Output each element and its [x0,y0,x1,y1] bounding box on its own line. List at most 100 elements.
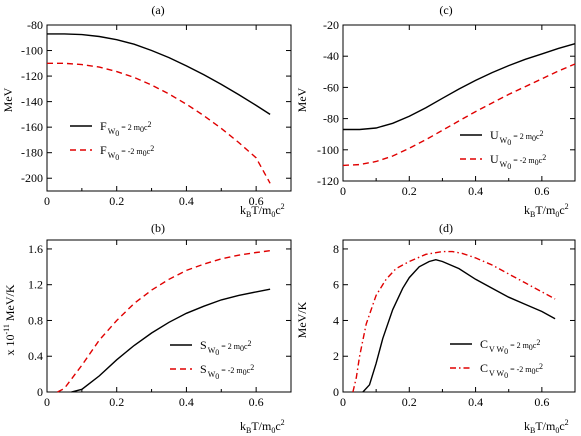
legend-pow: 2 [150,144,154,153]
legend-rest: = -2 m [119,147,143,156]
series-line-red [352,250,556,393]
xlabel-c: c [559,203,564,217]
x-tick-label: 0.4 [468,184,483,198]
series-line-black [71,288,271,393]
legend-label: CV W0 = -2 m0c2 [480,361,543,380]
plot-frame [46,239,292,393]
y-tick-label: 0 [37,385,43,399]
xlabel-b: B [530,426,535,435]
x-tick-label: 0.2 [109,194,124,208]
legend-sub: W [500,160,508,169]
legend-main: S [200,338,207,352]
xlabel-b: B [246,426,251,435]
x-tick-label: 0.6 [249,194,264,208]
legend-subsub: 0 [215,348,219,357]
y-tick-label: -160 [21,120,43,134]
y-axis-label: x 10-11 MeV/K [2,284,17,355]
x-tick-label: 0.6 [249,395,264,409]
legend-pow: 2 [542,153,546,162]
legend-c: c [539,156,543,165]
legend-m0: 0 [143,149,147,158]
y-tick-label: -100 [317,143,339,157]
legend-pow: 2 [250,363,254,372]
y-tick-label: 0.4 [28,349,43,363]
legend-m0: 0 [140,125,144,134]
legend-c: c [244,342,248,351]
x-tick-label: 0.2 [402,395,417,409]
xlabel-k: k [240,203,246,217]
ylabel-exp: -11 [2,324,11,334]
xlabel-rest: T/m [251,419,272,433]
x-tick-label: 0 [340,395,346,409]
series-line-black [47,33,271,115]
xlabel-k: k [240,419,246,433]
legend-label: FW0 = 2 m0c2 [100,119,152,138]
legend-pow: 2 [540,129,544,138]
legend-m0: 0 [243,368,247,377]
legend-label: SW0 = -2 m0c2 [200,362,254,381]
xlabel-k: k [524,203,530,217]
legend-m0: 0 [531,367,535,376]
legend-main: F [100,143,107,157]
xlabel-two: 2 [565,202,569,211]
x-axis-label: kBT/m0c2 [524,418,569,435]
legend-rest: = -2 m [511,156,535,165]
y-tick-label: 2 [333,349,339,363]
svg-text:kBT/m0c2: kBT/m0c2 [240,202,285,219]
x-tick-label: 0 [340,184,346,198]
xlabel-zero: 0 [271,210,275,219]
y-tick-label: -180 [21,146,43,160]
legend-pow: 2 [148,120,152,129]
x-tick-label: 0 [44,194,50,208]
x-axis-label: kBT/m0c2 [240,202,285,219]
legend-main: U [490,128,499,142]
legend-sub: V W [489,345,504,354]
y-tick-label: 4 [333,313,339,327]
x-tick-label: 0.2 [402,184,417,198]
legend-subsub: 0 [215,372,219,381]
y-tick-label: -60 [323,80,339,94]
legend-c: c [247,366,251,375]
series-line-red [57,250,271,393]
legend-sub: W [208,346,216,355]
panel-title: (c) [439,3,452,17]
y-tick-label: 1.6 [28,242,43,256]
legend-subsub: 0 [115,129,119,138]
svg-text:kBT/m0c2: kBT/m0c2 [524,202,569,219]
y-tick-label: -140 [21,95,43,109]
series-line-black [362,258,556,393]
legend-sub: V W [489,369,504,378]
legend-label: CV W0 = 2 m0c2 [480,337,540,356]
y-tick-label: -120 [317,174,339,188]
y-tick-label: 8 [333,242,339,256]
legend-m0: 0 [532,134,536,143]
y-axis-label: MeV/K [295,301,309,338]
legend-c: c [144,123,148,132]
x-tick-label: 0.2 [109,395,124,409]
legend-sub: W [108,151,116,160]
legend-subsub: 0 [504,371,508,380]
legend-m0: 0 [535,158,539,167]
x-axis-label: kBT/m0c2 [524,202,569,219]
panel-title: (a) [151,3,164,17]
legend-main: C [480,361,488,375]
xlabel-rest: T/m [535,419,556,433]
ylabel-x10: x 10 [3,335,17,356]
xlabel-two: 2 [281,418,285,427]
plot-frame [342,239,576,393]
ylabel-rest: MeV/K [3,284,17,321]
x-tick-label: 0.4 [179,194,194,208]
panel-title: (d) [439,221,453,235]
legend-sub: W [208,370,216,379]
y-tick-label: -200 [21,171,43,185]
x-tick-label: 0.6 [534,184,549,198]
legend-rest: = 2 m [119,123,141,132]
xlabel-two: 2 [565,418,569,427]
xlabel-zero: 0 [271,426,275,435]
xlabel-b: B [530,210,535,219]
legend-rest: = 2 m [219,342,241,351]
xlabel-zero: 0 [555,426,559,435]
